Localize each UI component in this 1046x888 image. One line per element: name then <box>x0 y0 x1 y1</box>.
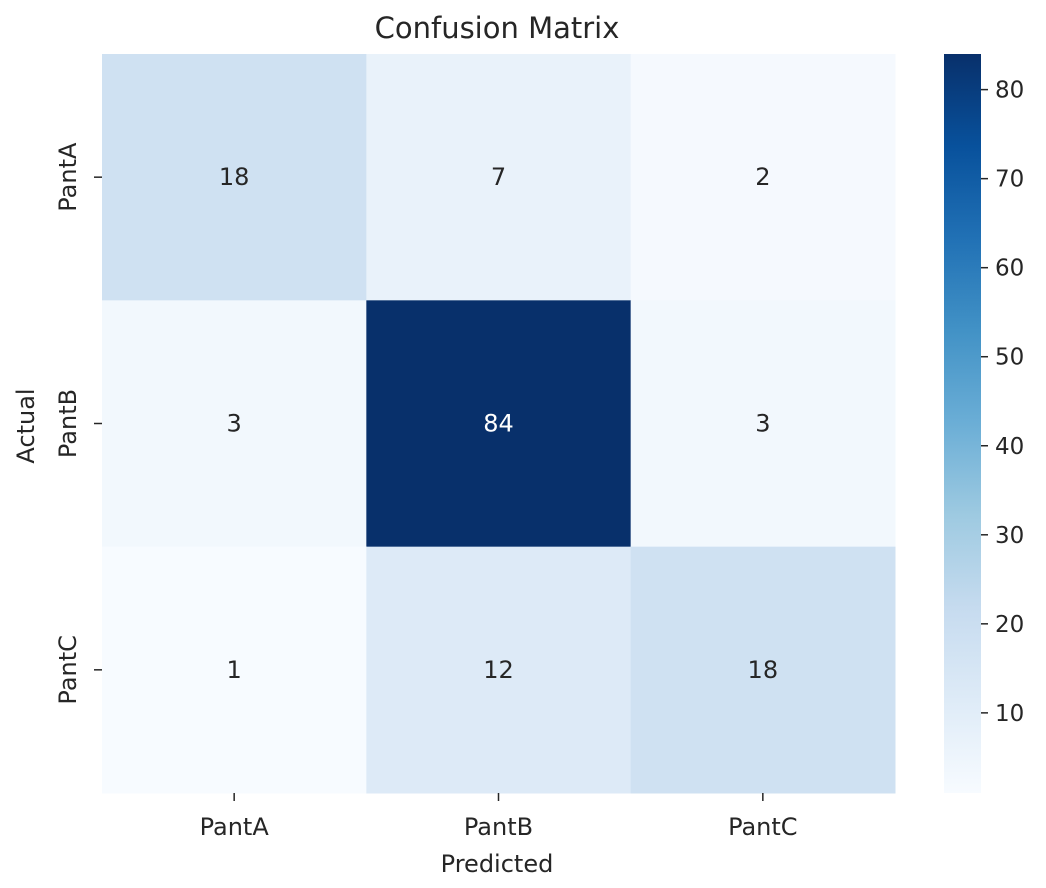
y-axis-label: Actual <box>12 388 40 463</box>
heatmap-cells <box>102 54 896 794</box>
colorbar-tick-label-4: 50 <box>995 345 1024 371</box>
colorbar-tick-label-0: 10 <box>995 701 1024 727</box>
heatmap-cell-r1-c1 <box>366 300 632 548</box>
colorbar-tick-label-2: 30 <box>995 523 1024 549</box>
x-tick-label-0: PantA <box>200 813 270 841</box>
heatmap-cell-labels: 18 7 2 3 84 3 1 12 18 <box>219 163 778 684</box>
heatmap-cell-r1-c0 <box>102 300 367 548</box>
heatmap-cell-r2-c0 <box>102 546 367 794</box>
heatmap-value-r0-c2: 2 <box>755 163 770 191</box>
colorbar-ticks: 10 20 30 40 50 60 70 80 <box>981 78 1024 727</box>
x-axis-label: Predicted <box>441 850 554 878</box>
x-axis-ticks: PantA PantB PantC <box>200 793 798 841</box>
heatmap-value-r0-c1: 7 <box>491 163 506 191</box>
y-tick-label-0: PantA <box>54 142 82 212</box>
x-tick-label-1: PantB <box>464 813 533 841</box>
heatmap-value-r1-c2: 3 <box>755 410 770 438</box>
heatmap-cell-r0-c2 <box>630 54 896 301</box>
colorbar-tick-label-5: 60 <box>995 256 1024 282</box>
x-tick-label-2: PantC <box>728 813 797 841</box>
colorbar-tick-label-7: 80 <box>995 78 1024 104</box>
heatmap-value-r1-c0: 3 <box>227 410 242 438</box>
chart-title: Confusion Matrix <box>375 11 620 45</box>
colorbar <box>944 54 981 793</box>
y-tick-label-2: PantC <box>54 635 82 704</box>
heatmap-cell-r1-c2 <box>630 300 896 548</box>
heatmap-cell-r2-c1 <box>366 546 632 794</box>
heatmap-value-r0-c0: 18 <box>219 163 250 191</box>
heatmap-value-r1-c1: 84 <box>483 410 514 438</box>
heatmap-value-r2-c2: 18 <box>748 656 779 684</box>
colorbar-tick-label-3: 40 <box>995 434 1024 460</box>
heatmap-cell-r0-c0 <box>102 54 367 301</box>
y-tick-label-1: PantB <box>54 389 82 458</box>
colorbar-tick-label-1: 20 <box>995 612 1024 638</box>
heatmap-cell-r0-c1 <box>366 54 632 301</box>
heatmap-cell-r2-c2 <box>630 546 896 794</box>
colorbar-tick-label-6: 70 <box>995 167 1024 193</box>
heatmap-value-r2-c0: 1 <box>227 656 242 684</box>
heatmap-value-r2-c1: 12 <box>483 656 514 684</box>
y-axis-ticks: PantA PantB PantC <box>54 142 102 705</box>
